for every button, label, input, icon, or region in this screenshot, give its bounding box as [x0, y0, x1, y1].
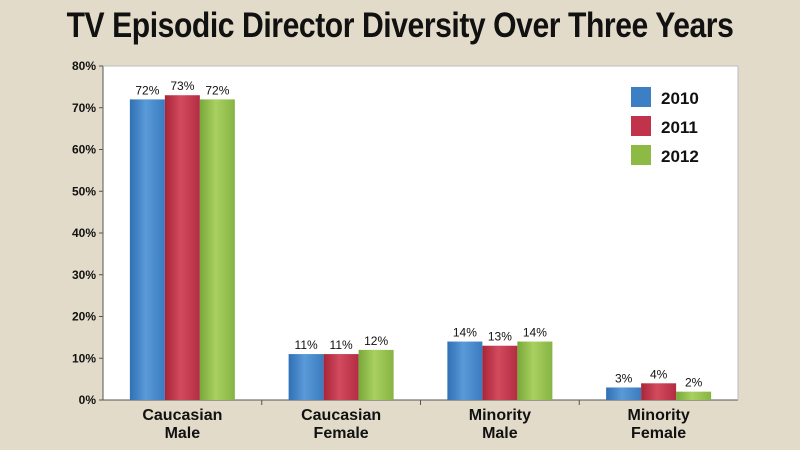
data-label: 11%: [330, 338, 353, 352]
bar: [323, 354, 359, 400]
y-tick-label: 0%: [79, 393, 97, 407]
y-tick-label: 40%: [72, 226, 96, 240]
data-label: 2%: [685, 376, 703, 390]
x-category-label: Caucasian: [301, 407, 381, 424]
legend-swatch: [631, 145, 651, 165]
x-category-label: Minority: [469, 407, 531, 424]
legend-label: 2010: [661, 89, 699, 108]
y-tick-label: 10%: [72, 351, 96, 365]
bar: [164, 95, 200, 400]
y-tick-label: 20%: [72, 310, 96, 324]
y-tick-label: 70%: [72, 101, 96, 115]
data-label: 72%: [135, 83, 159, 97]
data-label: 73%: [170, 79, 194, 93]
bar: [199, 99, 235, 401]
legend-swatch: [631, 87, 651, 107]
x-category-label: Female: [631, 425, 686, 442]
data-label: 14%: [453, 326, 477, 340]
x-category-label: Male: [165, 425, 201, 442]
x-category-label: Minority: [628, 407, 690, 424]
x-category-label: Caucasian: [142, 407, 222, 424]
legend-label: 2011: [661, 118, 698, 137]
data-label: 14%: [523, 326, 547, 340]
bar: [606, 387, 642, 400]
data-label: 4%: [650, 367, 668, 381]
y-tick-label: 80%: [72, 59, 96, 73]
bar: [517, 341, 553, 400]
bar: [641, 383, 677, 400]
x-category-label: Male: [482, 425, 518, 442]
y-tick-label: 30%: [72, 268, 96, 282]
data-label: 11%: [295, 338, 318, 352]
chart-title: TV Episodic Director Diversity Over Thre…: [66, 6, 734, 45]
legend-label: 2012: [661, 147, 699, 166]
data-label: 13%: [488, 330, 512, 344]
bar: [447, 341, 483, 400]
data-label: 3%: [615, 371, 633, 385]
y-tick-label: 50%: [72, 184, 96, 198]
bar: [482, 345, 518, 400]
bar: [676, 391, 712, 400]
bar: [358, 349, 394, 400]
data-label: 12%: [364, 334, 388, 348]
y-tick-label: 60%: [72, 143, 96, 157]
x-category-label: Female: [314, 425, 369, 442]
legend-swatch: [631, 116, 651, 136]
bar: [129, 99, 165, 401]
bar: [288, 354, 324, 400]
data-label: 72%: [205, 83, 229, 97]
